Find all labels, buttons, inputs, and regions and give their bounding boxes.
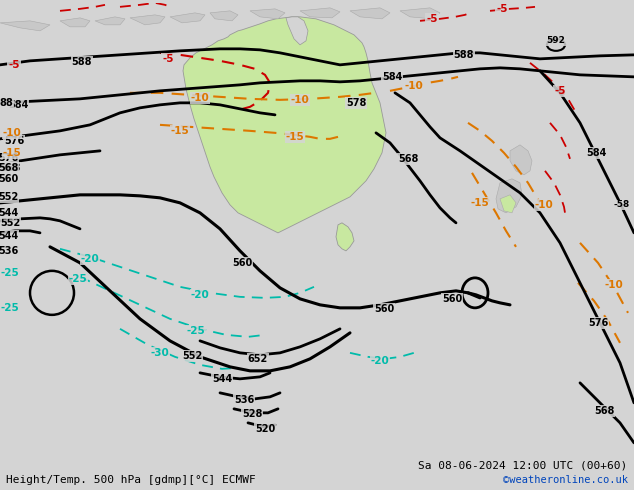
Text: 528: 528 [242, 409, 262, 419]
Text: -10: -10 [191, 93, 209, 103]
Text: 552: 552 [182, 351, 202, 361]
Text: 568: 568 [594, 406, 614, 416]
Text: ©weatheronline.co.uk: ©weatheronline.co.uk [503, 475, 628, 485]
Text: -15: -15 [286, 132, 304, 142]
Text: 576: 576 [4, 136, 24, 146]
Text: 568: 568 [0, 163, 20, 173]
Text: 88: 88 [0, 98, 13, 108]
Text: -10: -10 [404, 81, 424, 91]
Text: 578: 578 [346, 98, 366, 108]
Text: 560: 560 [0, 174, 18, 184]
Text: 584: 584 [586, 148, 606, 158]
Text: 588: 588 [72, 57, 93, 67]
Text: 520: 520 [255, 424, 275, 434]
Text: -20: -20 [371, 356, 389, 366]
Text: 576: 576 [588, 318, 608, 328]
Text: -5: -5 [554, 86, 566, 96]
Polygon shape [0, 21, 50, 31]
Text: 544: 544 [0, 231, 18, 241]
Text: -5: -5 [8, 60, 20, 70]
Text: 536: 536 [234, 395, 254, 405]
Text: -58: -58 [614, 200, 630, 209]
Text: -10: -10 [290, 95, 309, 105]
Polygon shape [496, 179, 522, 213]
Text: 592: 592 [547, 36, 566, 46]
Text: -15: -15 [3, 148, 22, 158]
Text: -10: -10 [534, 200, 553, 210]
Polygon shape [500, 195, 516, 213]
Polygon shape [350, 8, 390, 19]
Text: -20: -20 [191, 290, 209, 300]
Text: -25: -25 [1, 268, 20, 278]
Text: -30: -30 [151, 348, 169, 358]
Text: -5: -5 [496, 4, 508, 14]
Text: 584: 584 [8, 100, 28, 110]
Text: 576: 576 [0, 153, 18, 163]
Text: -25: -25 [68, 274, 87, 284]
Polygon shape [400, 8, 440, 19]
Text: 584: 584 [382, 72, 402, 82]
Text: -15: -15 [171, 126, 190, 136]
Text: -20: -20 [81, 254, 100, 264]
Text: 568: 568 [0, 163, 18, 173]
Text: Sa 08-06-2024 12:00 UTC (00+60): Sa 08-06-2024 12:00 UTC (00+60) [418, 461, 628, 470]
Polygon shape [336, 223, 354, 251]
Text: 588: 588 [454, 50, 474, 60]
Text: -5: -5 [426, 14, 437, 24]
Polygon shape [286, 17, 308, 45]
Text: -10: -10 [605, 280, 623, 290]
Text: 536: 536 [0, 246, 18, 256]
Text: -10: -10 [3, 128, 22, 138]
Polygon shape [250, 9, 285, 19]
Polygon shape [510, 145, 532, 175]
Polygon shape [130, 15, 165, 25]
Polygon shape [170, 13, 205, 23]
Polygon shape [183, 17, 386, 233]
Text: 560: 560 [442, 294, 462, 304]
Text: 552: 552 [0, 218, 20, 228]
Text: 560: 560 [232, 258, 252, 268]
Text: 544: 544 [0, 208, 18, 218]
Text: -5: -5 [162, 54, 174, 64]
Text: 552: 552 [0, 192, 18, 202]
Text: Height/Temp. 500 hPa [gdmp][°C] ECMWF: Height/Temp. 500 hPa [gdmp][°C] ECMWF [6, 475, 256, 485]
Polygon shape [95, 17, 125, 25]
Polygon shape [210, 11, 238, 21]
Text: 560: 560 [374, 304, 394, 314]
Text: -25: -25 [1, 303, 20, 313]
Text: 652: 652 [248, 354, 268, 364]
Text: -15: -15 [470, 198, 489, 208]
Text: 544: 544 [212, 374, 232, 384]
Polygon shape [60, 18, 90, 27]
Text: -25: -25 [186, 326, 205, 336]
Polygon shape [300, 8, 340, 18]
Text: 568: 568 [398, 154, 418, 164]
